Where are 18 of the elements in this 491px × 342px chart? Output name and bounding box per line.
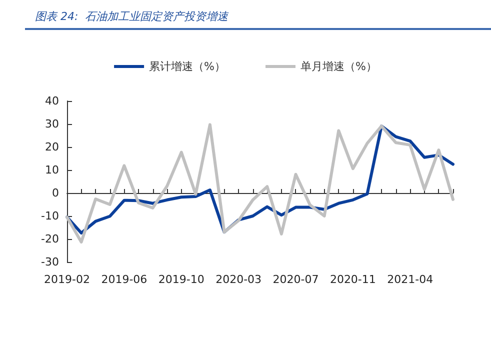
legend-label: 累计增速（%）	[149, 60, 226, 73]
x-tick-label: 2020-03	[216, 273, 262, 286]
chart-title: 图表 24: 石油加工业固定资产投资增速	[35, 10, 230, 23]
y-tick-label: 40	[45, 94, 59, 108]
y-tick-label: 10	[45, 164, 59, 176]
y-tick-label: 20	[45, 140, 59, 154]
y-tick-label: 0	[52, 186, 59, 200]
y-tick-label: 30	[45, 118, 59, 130]
y-tick-label: -20	[41, 232, 59, 246]
y-tick-label: -30	[41, 256, 59, 268]
x-tick-label: 2020-07	[272, 273, 319, 286]
y-tick-label: -10	[41, 210, 59, 222]
x-tick-label: 2019-10	[158, 273, 204, 286]
legend-label: 单月增速（%）	[300, 60, 377, 73]
x-tick-label: 2019-06	[101, 273, 148, 286]
x-tick-label: 2021-04	[387, 273, 434, 286]
x-tick-label: 2020-11	[330, 273, 376, 286]
x-tick-label: 2019-02	[44, 273, 90, 286]
